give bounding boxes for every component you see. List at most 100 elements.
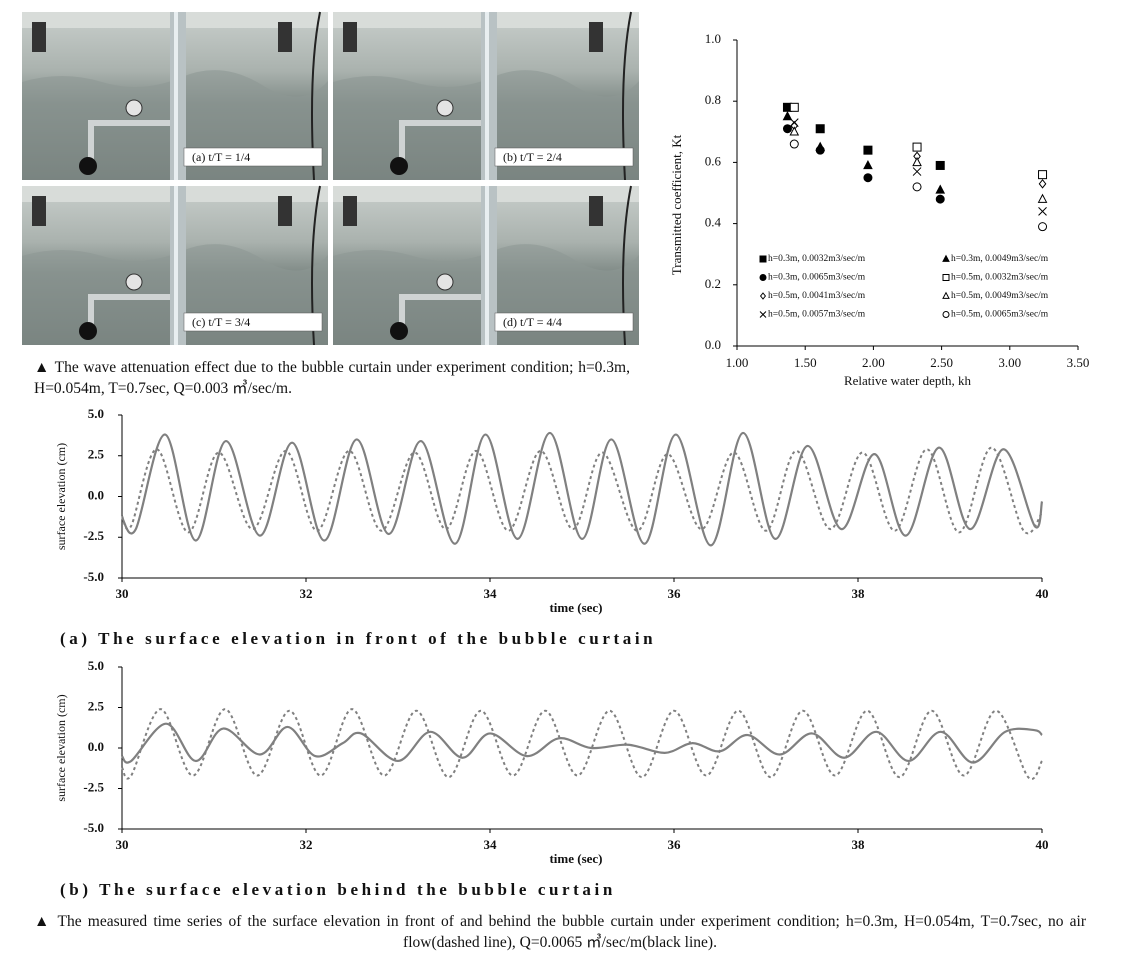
label-box	[183, 312, 323, 332]
marker	[1038, 170, 1048, 180]
pipe	[401, 120, 481, 126]
legend-label: h=0.5m, 0.0032m3/sec/m	[951, 273, 1049, 283]
y-tick-label: -2.5	[83, 779, 104, 794]
marker	[942, 254, 950, 262]
pipe	[88, 294, 94, 334]
gauge	[125, 99, 143, 117]
marker	[782, 111, 793, 121]
x-tick-label: 38	[852, 586, 866, 601]
y-tick-label: -2.5	[83, 528, 104, 543]
bracket	[343, 196, 357, 226]
y-tick-label: 1.0	[705, 31, 721, 46]
y-axis-label: Transmitted coefficient, Kt	[669, 134, 684, 275]
x-tick-label: 30	[116, 586, 129, 601]
series-line	[121, 708, 1043, 780]
x-axis-label: time (sec)	[549, 600, 602, 615]
marker	[1038, 179, 1047, 189]
bubble-nozzle	[390, 322, 408, 340]
marker	[1038, 207, 1047, 216]
marker	[759, 292, 767, 300]
pipe	[399, 120, 405, 160]
pipe	[401, 294, 481, 300]
chart-title: (b) The surface elevation behind the bub…	[60, 880, 616, 899]
legend-label: h=0.3m, 0.0049m3/sec/m	[951, 254, 1049, 264]
legend-label: h=0.5m, 0.0041m3/sec/m	[768, 291, 866, 301]
series-line	[121, 722, 1043, 764]
marker	[782, 124, 792, 134]
marker	[935, 184, 946, 194]
marker	[935, 194, 945, 204]
bracket	[278, 22, 292, 52]
y-tick-label: 5.0	[88, 406, 104, 421]
legend-label: h=0.5m, 0.0049m3/sec/m	[951, 291, 1049, 301]
y-tick-label: 5.0	[88, 658, 104, 673]
y-tick-label: 0.0	[705, 337, 721, 352]
marker	[912, 156, 922, 167]
y-axis-label: surface elevation (cm)	[54, 443, 68, 550]
x-tick-label: 40	[1036, 586, 1049, 601]
marker	[789, 102, 799, 112]
legend-label: h=0.5m, 0.0057m3/sec/m	[768, 310, 866, 320]
chart-title: (a) The surface elevation in front of th…	[60, 629, 656, 648]
bracket	[32, 22, 46, 52]
marker	[759, 274, 767, 281]
bubble-nozzle	[79, 157, 97, 175]
series-line	[121, 431, 1044, 547]
y-tick-label: 0.0	[88, 487, 104, 502]
bracket	[589, 196, 603, 226]
gauge	[436, 99, 454, 117]
marker	[863, 159, 873, 170]
x-tick-label: 3.50	[1067, 355, 1090, 370]
pole	[485, 12, 489, 180]
marker	[863, 145, 873, 155]
bracket	[32, 196, 46, 226]
x-tick-label: 2.00	[862, 355, 885, 370]
x-axis-label: time (sec)	[549, 851, 602, 866]
gauge	[125, 273, 143, 291]
label-box	[494, 312, 634, 332]
label-box	[494, 147, 634, 167]
legend-label: h=0.3m, 0.0065m3/sec/m	[768, 273, 866, 283]
y-tick-label: 0.2	[705, 276, 721, 291]
marker	[789, 139, 799, 149]
marker	[789, 118, 799, 127]
panel-label: (b) t/T = 2/4	[503, 150, 562, 164]
x-tick-label: 36	[668, 586, 682, 601]
figure-caption: ▲ The measured time series of the surfac…	[34, 913, 1086, 951]
marker	[815, 124, 825, 134]
bracket	[278, 196, 292, 226]
x-tick-label: 34	[484, 837, 498, 852]
pipe	[399, 294, 405, 334]
label-box	[183, 147, 323, 167]
x-tick-label: 1.50	[794, 355, 817, 370]
marker	[1038, 222, 1048, 232]
x-tick-label: 38	[852, 837, 866, 852]
marker	[789, 126, 800, 136]
pipe	[90, 294, 170, 300]
bracket	[343, 22, 357, 52]
marker	[912, 167, 922, 176]
x-tick-label: 40	[1036, 837, 1049, 852]
marker	[935, 160, 945, 170]
x-tick-label: 1.00	[726, 355, 749, 370]
figure-caption: ▲ The wave attenuation effect due to the…	[34, 359, 630, 397]
y-axis-label: surface elevation (cm)	[54, 694, 68, 801]
y-tick-label: 0.0	[88, 739, 104, 754]
marker	[912, 182, 922, 192]
pole	[485, 186, 489, 345]
legend-label: h=0.5m, 0.0065m3/sec/m	[951, 310, 1049, 320]
marker	[942, 274, 950, 281]
x-axis-label: Relative water depth, kh	[844, 373, 972, 388]
pipe	[88, 120, 94, 160]
pole	[174, 12, 178, 180]
marker	[942, 311, 950, 318]
y-tick-label: -5.0	[83, 569, 104, 584]
bracket	[589, 22, 603, 52]
marker	[863, 173, 873, 183]
marker	[759, 255, 767, 263]
bubble-nozzle	[390, 157, 408, 175]
panel-label: (c) t/T = 3/4	[192, 315, 250, 329]
marker	[815, 145, 825, 155]
